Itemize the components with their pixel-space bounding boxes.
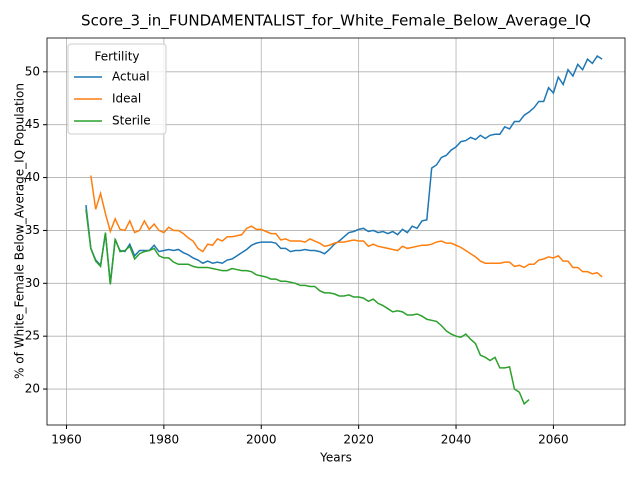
x-tick-label: 2060 [538,433,569,447]
series-line [85,54,603,284]
x-tick-label: 2000 [246,433,277,447]
y-tick-label: 40 [25,170,40,184]
x-axis-label: Years [319,451,352,465]
chart-title: Score_3_in_FUNDAMENTALIST_for_White_Fema… [81,12,591,31]
legend-box [67,43,167,135]
y-tick-label: 35 [25,223,40,237]
legend-label: Actual [112,70,150,84]
legend-label: Ideal [112,92,141,106]
legend-label: Sterile [112,114,151,128]
x-tick-label: 1960 [51,433,82,447]
series-line [90,175,603,278]
y-tick-label: 20 [25,382,40,396]
legend-title: Fertility [94,50,139,64]
plot-frame [46,37,626,426]
y-tick-label: 45 [25,117,40,131]
x-tick-label: 1980 [149,433,180,447]
x-tick-label: 2020 [343,433,374,447]
y-tick-label: 25 [25,329,40,343]
y-tick-label: 30 [25,276,40,290]
y-axis-label: % of White_Female Below_Average_IQ Popul… [13,83,27,379]
series-line [85,209,530,406]
y-tick-label: 50 [25,64,40,78]
x-tick-label: 2040 [441,433,472,447]
